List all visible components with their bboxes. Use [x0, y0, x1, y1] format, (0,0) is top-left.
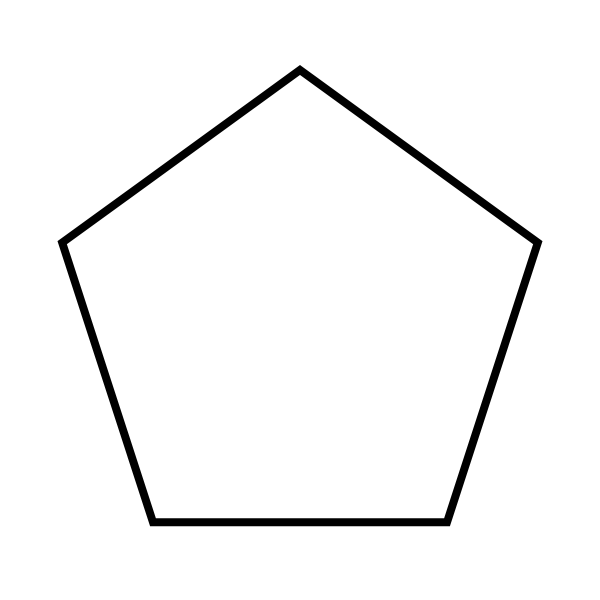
pentagon-shape	[62, 70, 538, 522]
diagram-canvas	[0, 0, 600, 600]
pentagon-svg	[0, 0, 600, 600]
